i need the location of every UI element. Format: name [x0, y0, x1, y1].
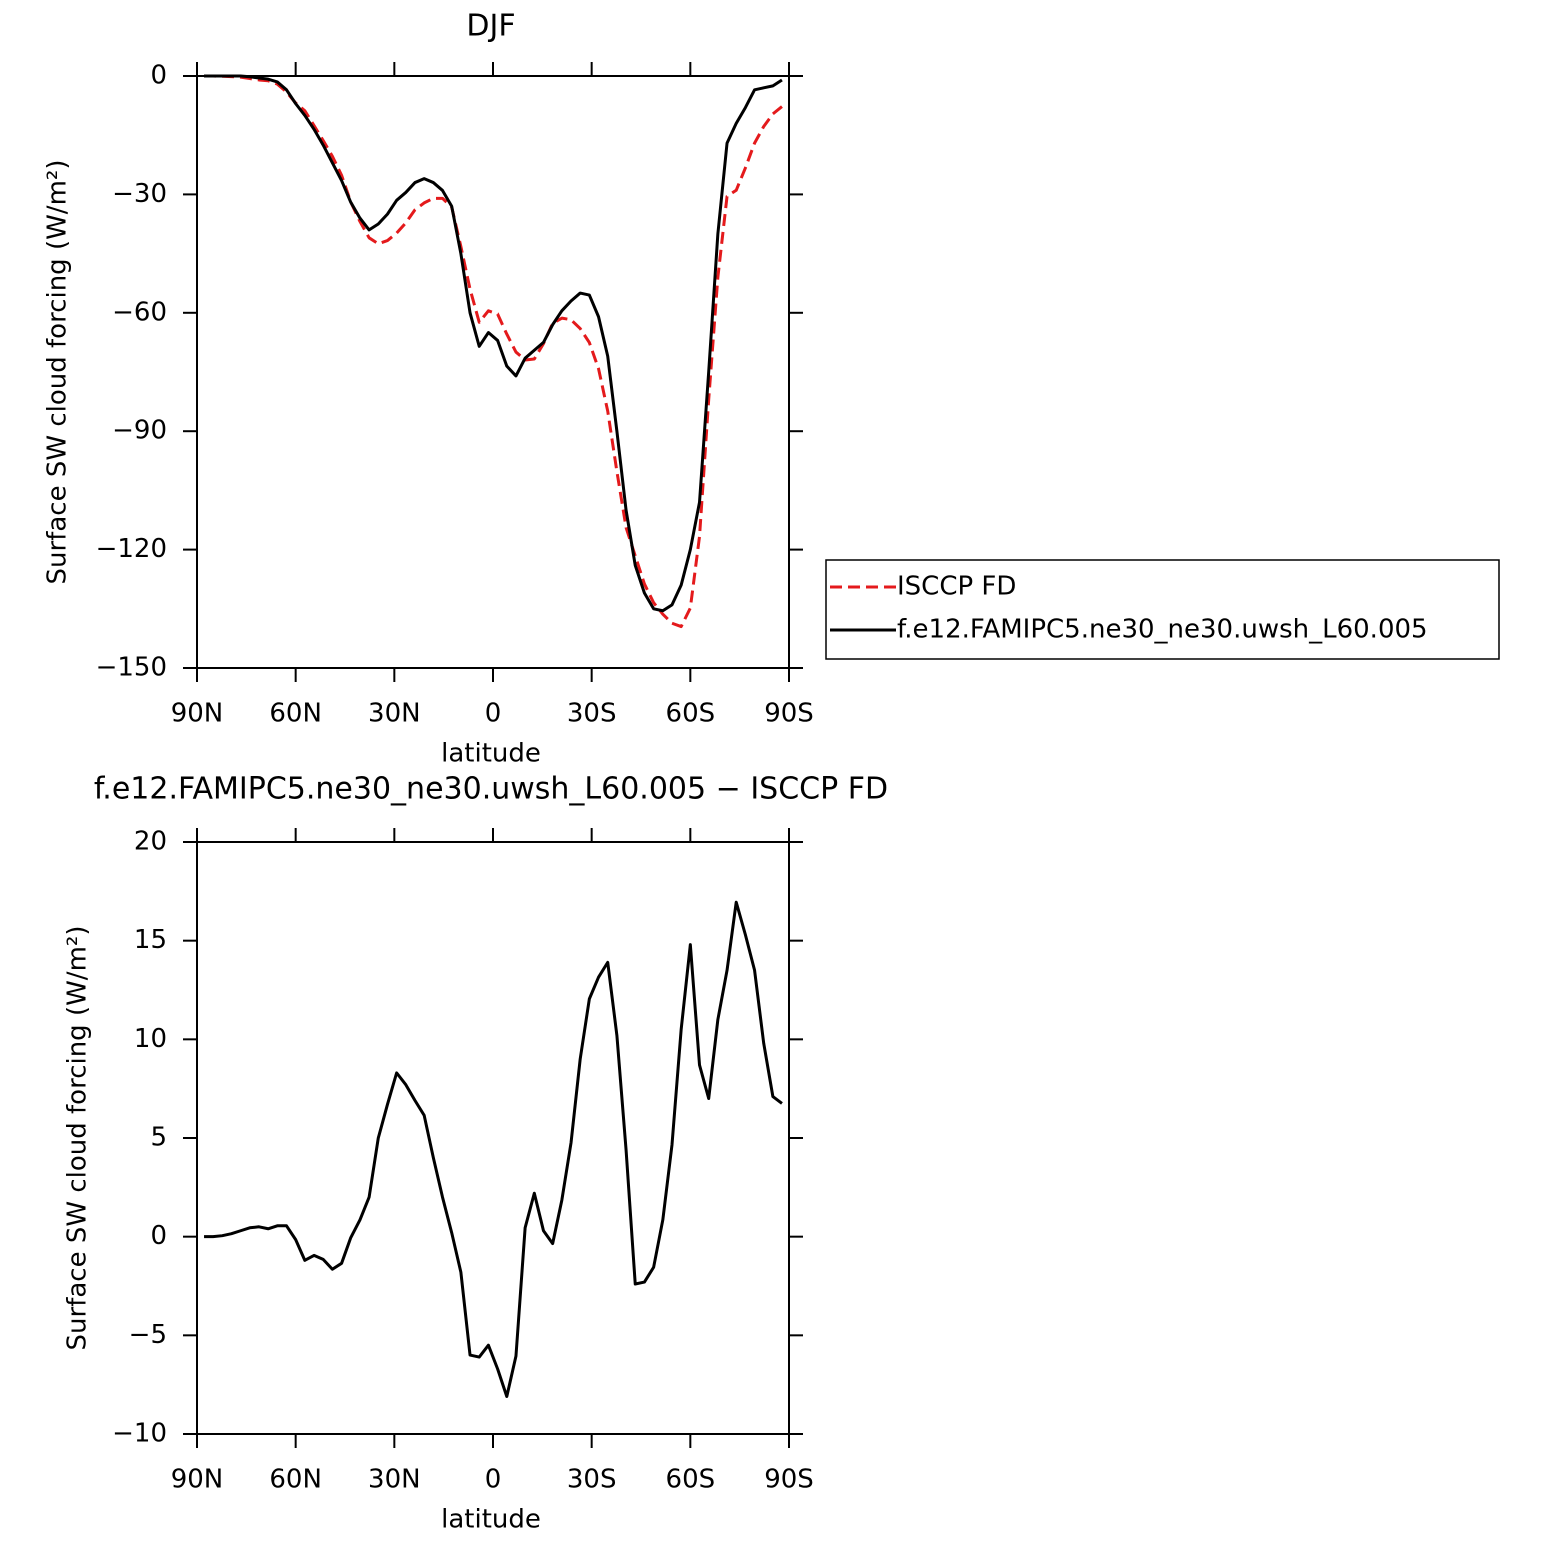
y-tick-label: −10	[112, 1419, 167, 1449]
x-tick-label: 0	[485, 699, 502, 729]
legend-label: ISCCP FD	[897, 572, 1016, 602]
plot-frame	[196, 841, 790, 1435]
y-tick-label: 0	[150, 61, 167, 91]
chart-title: DJF	[466, 9, 515, 44]
x-tick-label: 60N	[269, 699, 322, 729]
y-tick-label: −5	[129, 1320, 167, 1350]
x-tick-label: 30N	[368, 1465, 421, 1495]
y-tick-label: −120	[96, 534, 167, 564]
x-tick-label: 90S	[764, 699, 814, 729]
y-tick-label: −150	[96, 653, 167, 683]
y-axis-label: Surface SW cloud forcing (W/m²)	[43, 160, 73, 585]
x-axis-label: latitude	[441, 739, 541, 769]
y-tick-label: −60	[112, 297, 167, 327]
y-tick-label: 0	[150, 1221, 167, 1251]
x-axis-label: latitude	[441, 1505, 541, 1535]
x-tick-label: 0	[485, 1465, 502, 1495]
chart-title: f.e12.FAMIPC5.ne30_ne30.uwsh_L60.005 − I…	[94, 772, 888, 807]
plot-frame	[196, 75, 790, 669]
y-tick-label: 10	[134, 1024, 167, 1054]
series-line	[204, 74, 783, 629]
x-tick-label: 60S	[666, 699, 716, 729]
x-tick-label: 60S	[666, 1465, 716, 1495]
x-tick-label: 60N	[269, 1465, 322, 1495]
x-tick-label: 90N	[171, 699, 224, 729]
series-line	[204, 900, 783, 1399]
x-tick-label: 30S	[567, 1465, 617, 1495]
legend-label: f.e12.FAMIPC5.ne30_ne30.uwsh_L60.005	[897, 615, 1428, 645]
x-tick-label: 30N	[368, 699, 421, 729]
y-axis-label: Surface SW cloud forcing (W/m²)	[63, 926, 93, 1351]
y-tick-label: 20	[134, 827, 167, 857]
legend-box	[825, 559, 1500, 660]
x-tick-label: 90N	[171, 1465, 224, 1495]
y-tick-label: 15	[134, 925, 167, 955]
x-tick-label: 90S	[764, 1465, 814, 1495]
y-tick-label: −90	[112, 416, 167, 446]
y-tick-label: 5	[150, 1123, 167, 1153]
series-line	[204, 74, 783, 613]
x-tick-label: 30S	[567, 699, 617, 729]
y-tick-label: −30	[112, 179, 167, 209]
